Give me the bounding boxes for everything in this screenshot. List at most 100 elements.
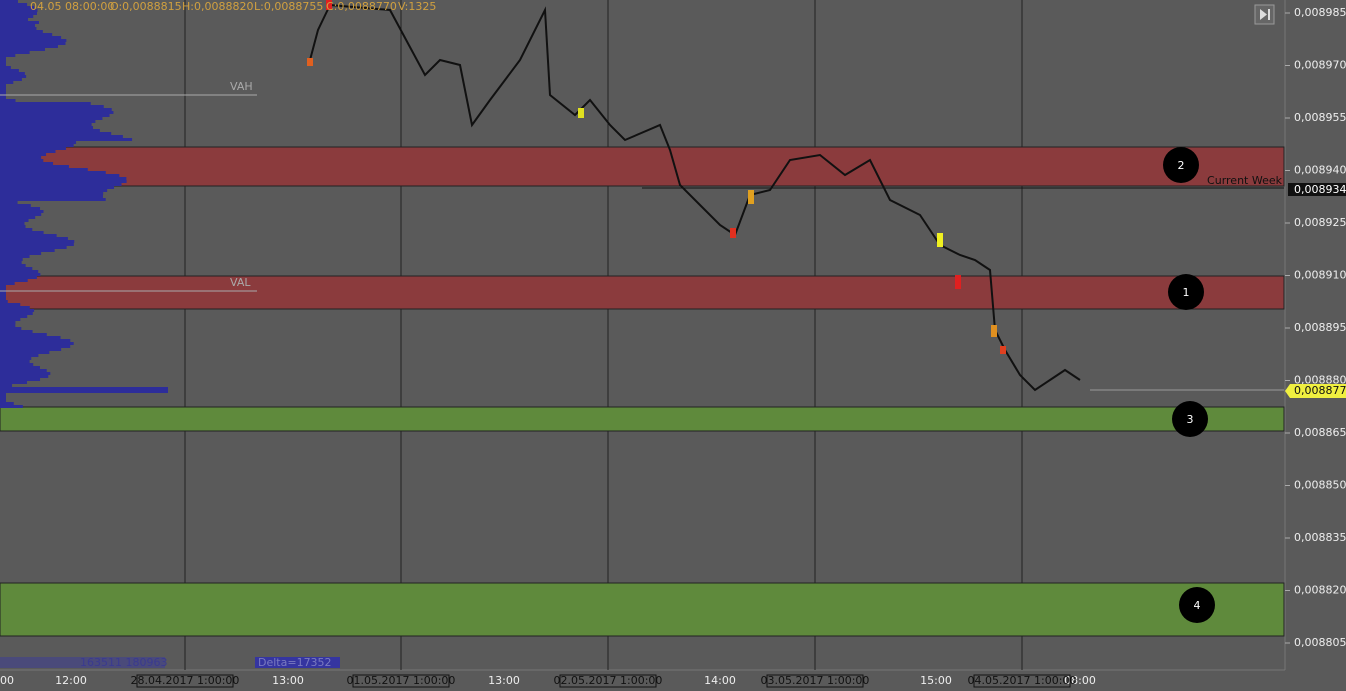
profile-bar [0,234,57,237]
zone-label: 1 [1183,286,1190,299]
time-label: 12:00 [55,674,87,687]
profile-bar [0,276,37,279]
profile-bar [0,6,35,9]
profile-bar [0,354,39,357]
zone-label: 3 [1187,413,1194,426]
resistance-zone [0,146,1285,187]
profile-bar [0,348,62,351]
profile-bar [0,162,54,165]
zone-circle [1172,401,1208,437]
hot-spots [307,0,1006,354]
price-trace [309,3,1081,392]
zone-circle [1163,147,1199,183]
profile-bar [0,330,33,333]
profile-bar [0,123,92,126]
time-axis: 00 12:00 13:00 13:00 14:00 15:00 08:00 28.04.20… [0,674,1096,688]
header-high: H:0,0088820 [182,0,253,13]
profile-bar [0,159,44,162]
profile-bar [0,252,42,255]
profile-bar [0,129,100,132]
profile-bar [0,174,120,177]
profile-bar [0,3,28,6]
profile-bar [0,21,39,24]
profile-bar [0,15,34,18]
profile-bar [0,126,94,129]
profile-bar [0,285,6,288]
profile-bar [0,147,66,150]
profile-bar [0,378,41,381]
time-label: 08:00 [1064,674,1096,687]
footer-volume: 163511 180963 [80,656,167,669]
profile-bar [0,39,67,42]
profile-bar [0,66,11,69]
vah-label: VAH [230,80,253,93]
profile-bar [0,63,6,66]
profile-bar [0,384,13,387]
profile-bar [0,366,40,369]
profile-bar [0,33,53,36]
time-label: 13:00 [488,674,520,687]
profile-bar [0,303,21,306]
profile-bar [0,192,104,195]
profile-bar [0,183,122,186]
profile-bar [0,339,71,342]
profile-bar [0,273,41,276]
date-box [136,674,234,688]
time-label: 13:00 [272,674,304,687]
last-price: 0,0088770 [1294,384,1346,397]
profile-bar [0,102,91,105]
current-week-price: 0,0089345 [1294,183,1346,196]
profile-bar [0,114,110,117]
profile-bar [0,132,112,135]
time-label: 14:00 [704,674,736,687]
profile-bar [0,291,6,294]
profile-bar [0,30,43,33]
profile-bar [0,204,31,207]
profile-bar [0,78,22,81]
profile-bar [0,171,106,174]
profile-bar [0,168,88,171]
time-label: 15:00 [920,674,952,687]
profile-bar [0,180,127,183]
profile-bar [0,357,32,360]
profile-bar [0,210,44,213]
profile-bar [0,294,6,297]
zone-markers: 2 1 3 4 [1163,147,1215,623]
profile-bar [0,18,29,21]
profile-bar [0,153,47,156]
profile-bar [0,27,37,30]
profile-bar [0,165,69,168]
profile-bar [0,90,6,93]
val-label: VAL [230,276,251,289]
profile-bar [0,75,27,78]
profile-bar [0,351,50,354]
profile-bar [0,261,22,264]
profile-bar [0,24,36,27]
profile-bar [0,336,61,339]
profile-bar [0,54,16,57]
profile-bar [0,57,6,60]
profile-bar [0,369,47,372]
profile-bar [0,381,28,384]
zone-label: 2 [1178,159,1185,172]
profile-bar [0,249,55,252]
scroll-end-icon [1260,9,1270,20]
profile-bar [0,225,26,228]
profile-bar [0,219,29,222]
profile-bar [0,300,8,303]
profile-bar [0,240,75,243]
support-zone [0,406,1285,432]
profile-bar [0,9,38,12]
profile-bar [0,201,18,204]
profile-bar [0,270,39,273]
profile-bar [0,45,58,48]
volume-profile [0,0,168,408]
header-low: L:0,0088755 [254,0,323,13]
profile-bar [0,309,35,312]
